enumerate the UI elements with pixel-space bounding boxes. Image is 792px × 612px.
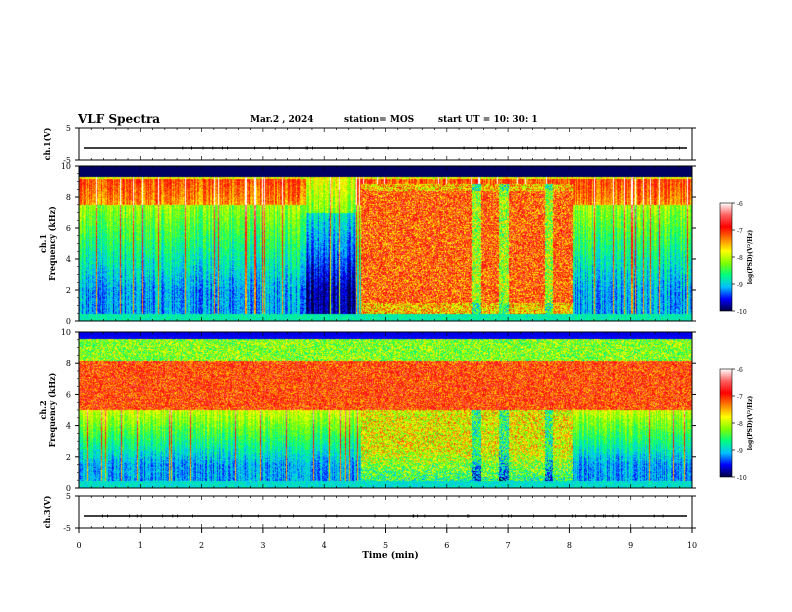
- y-tick-label: 5: [66, 124, 71, 133]
- colorbar-tick-label: -6: [737, 367, 743, 374]
- colorbar-label: log(PSD)(V²/Hz): [747, 230, 754, 285]
- y-tick-label: 2: [66, 453, 71, 462]
- panel-frame: [78, 495, 693, 529]
- y-axis-label: ch.1: [38, 234, 48, 253]
- colorbar-tick-label: -7: [737, 228, 743, 235]
- colorbar-tick-label: -9: [737, 448, 743, 455]
- colorbar-label: log(PSD)(V²/Hz): [747, 396, 754, 451]
- y-tick-label: 8: [66, 193, 71, 202]
- y-tick-label: 0: [66, 317, 71, 326]
- x-tick-label: 2: [199, 541, 204, 550]
- panel-4: 5 -5 ch.3(V): [42, 492, 696, 533]
- x-tick-label: 5: [383, 541, 388, 550]
- y-axis-label: ch.2: [38, 400, 48, 419]
- x-axis-label: Time (min): [362, 550, 419, 561]
- y-axis-label: Frequency (kHz): [47, 372, 57, 447]
- y-tick-label: -5: [63, 156, 71, 165]
- y-tick-label: 0: [66, 484, 71, 493]
- x-tick-label: 4: [322, 541, 327, 550]
- colorbar-tick-label: -8: [737, 421, 743, 428]
- y-tick-label: 6: [66, 224, 71, 233]
- x-tick-label: 8: [567, 541, 572, 550]
- colorbar-tick-label: -10: [737, 309, 747, 316]
- y-tick-label: 6: [66, 390, 71, 399]
- y-tick-label: 8: [66, 359, 71, 368]
- colorbar-1: -6 -7 -8 -9 -10 log(PSD)(V²/Hz): [719, 201, 754, 316]
- panel-1: 5 -5 ch.1(V): [42, 124, 696, 165]
- colorbar-tick-label: -8: [737, 255, 743, 262]
- colorbar-tick-label: -6: [737, 201, 743, 208]
- y-axis-label: ch.3(V): [42, 495, 52, 528]
- colorbar-tick-label: -9: [737, 282, 743, 289]
- y-axis-label: ch.1(V): [42, 127, 52, 160]
- x-tick-label: 7: [506, 541, 511, 550]
- y-tick-label: 4: [66, 422, 71, 431]
- x-tick-label: 6: [444, 541, 449, 550]
- spectrogram-image: [79, 166, 692, 321]
- panel-3: 0 2 4 6 8 10 ch.2 Frequency (kHz): [38, 328, 696, 493]
- start-time-label: start UT = 10: 30: 1: [438, 115, 538, 125]
- x-tick-label: 10: [687, 541, 697, 550]
- y-tick-label: 2: [66, 286, 71, 295]
- x-tick-label: 1: [138, 541, 143, 550]
- x-tick-label: 9: [628, 541, 633, 550]
- colorbar-gradient: [719, 368, 733, 478]
- spectrogram-image: [79, 332, 692, 488]
- station-label: station= MOS: [344, 115, 415, 125]
- colorbar-tick-label: -10: [737, 475, 747, 482]
- panel-frame: [78, 127, 693, 161]
- colorbar-2: -6 -7 -8 -9 -10 log(PSD)(V²/Hz): [719, 367, 754, 482]
- colorbar-tick-label: -7: [737, 394, 743, 401]
- y-tick-label: 10: [61, 162, 71, 171]
- colorbar-gradient: [719, 202, 733, 312]
- date-label: Mar.2 , 2024: [250, 115, 314, 125]
- y-tick-label: 4: [66, 255, 71, 264]
- y-tick-label: 10: [61, 328, 71, 337]
- x-tick-label: 0: [76, 541, 81, 550]
- panel-2: 0 2 4 6 8 10 ch.1 Frequency (kHz): [38, 162, 696, 326]
- y-tick-label: -5: [63, 524, 71, 533]
- y-tick-label: 5: [66, 492, 71, 501]
- y-axis-label: Frequency (kHz): [47, 206, 57, 281]
- figure-title: VLF Spectra: [78, 112, 161, 126]
- x-tick-label: 3: [260, 541, 265, 550]
